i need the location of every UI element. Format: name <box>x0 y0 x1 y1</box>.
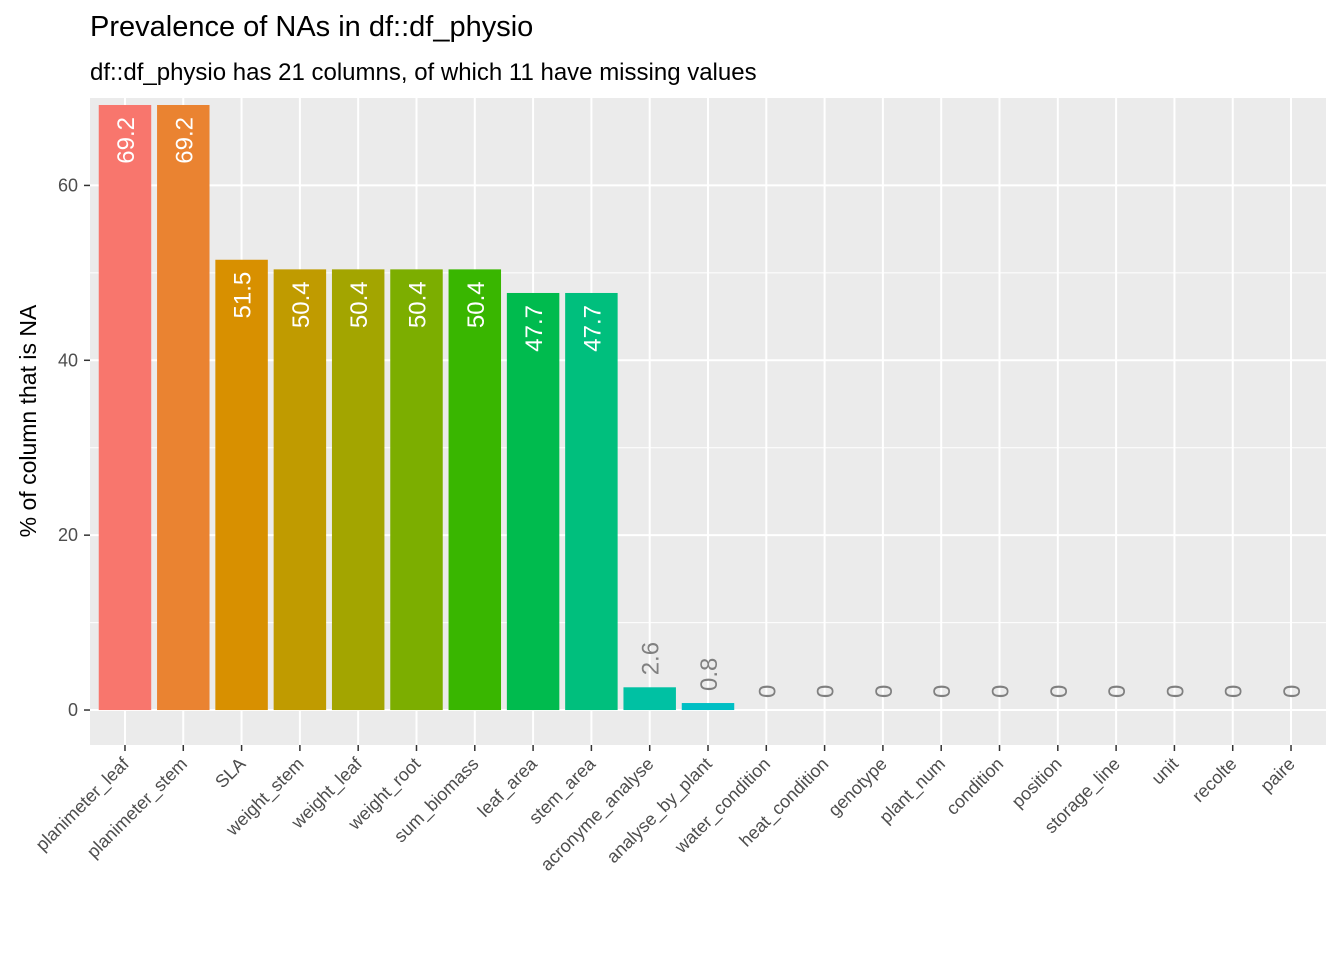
bar-value-label: 0 <box>754 685 781 698</box>
bars <box>98 104 735 711</box>
bar-value-label: 2.6 <box>638 642 665 675</box>
y-axis-label: % of column that is NA <box>15 304 41 537</box>
chart-title: Prevalence of NAs in df::df_physio <box>90 11 534 43</box>
bar-value-label: 50.4 <box>346 281 373 328</box>
bar-value-label: 0 <box>1104 685 1131 698</box>
bar-value-label: 0 <box>813 685 840 698</box>
y-axis: 0 20 40 60 <box>58 175 90 720</box>
x-tick-label: SLA <box>211 754 249 792</box>
bar-value-label: 0 <box>988 685 1015 698</box>
bar <box>157 104 210 711</box>
x-tick-label: planimeter_stem <box>83 754 192 863</box>
y-tick-label: 0 <box>68 700 78 720</box>
bar-labels: 69.2 69.2 51.5 50.4 50.4 50.4 50.4 47.7 47.7 2.6 0… <box>113 117 1306 698</box>
x-tick-label: paire <box>1256 754 1298 796</box>
bar <box>98 104 152 711</box>
bar <box>681 703 735 711</box>
x-tick-label: planimeter_leaf <box>32 753 135 856</box>
y-tick-label: 40 <box>58 350 78 370</box>
bar-value-label: 47.7 <box>521 305 548 352</box>
bar-value-label: 50.4 <box>404 281 431 328</box>
bar-value-label: 47.7 <box>579 305 606 352</box>
x-tick-label: analyse_by_plant <box>603 754 717 868</box>
bar <box>448 269 502 711</box>
x-tick-label: position <box>1008 754 1066 812</box>
bar-value-label: 0.8 <box>696 658 723 691</box>
bar-value-label: 0 <box>1162 685 1189 698</box>
bar <box>506 292 560 711</box>
bar <box>565 292 618 711</box>
bar-value-label: 50.4 <box>288 281 315 328</box>
bar-value-label: 69.2 <box>171 117 198 164</box>
bar-value-label: 0 <box>871 685 898 698</box>
bar-value-label: 0 <box>1279 685 1306 698</box>
bar-value-label: 69.2 <box>113 117 140 164</box>
bar <box>331 269 385 711</box>
bar <box>273 269 327 711</box>
bar-value-label: 0 <box>1046 685 1073 698</box>
x-tick-label: recolte <box>1188 754 1240 806</box>
bar-value-label: 50.4 <box>463 281 490 328</box>
bar-value-label: 51.5 <box>230 272 257 319</box>
x-tick-label: unit <box>1148 754 1183 789</box>
bar-value-label: 0 <box>1221 685 1248 698</box>
y-tick-label: 20 <box>58 525 78 545</box>
bar <box>623 687 676 711</box>
chart-subtitle: df::df_physio has 21 columns, of which 1… <box>90 59 757 86</box>
x-tick-label: condition <box>942 754 1007 819</box>
bar <box>215 259 268 711</box>
bar <box>390 269 443 711</box>
bar-value-label: 0 <box>929 685 956 698</box>
y-tick-label: 60 <box>58 175 78 195</box>
